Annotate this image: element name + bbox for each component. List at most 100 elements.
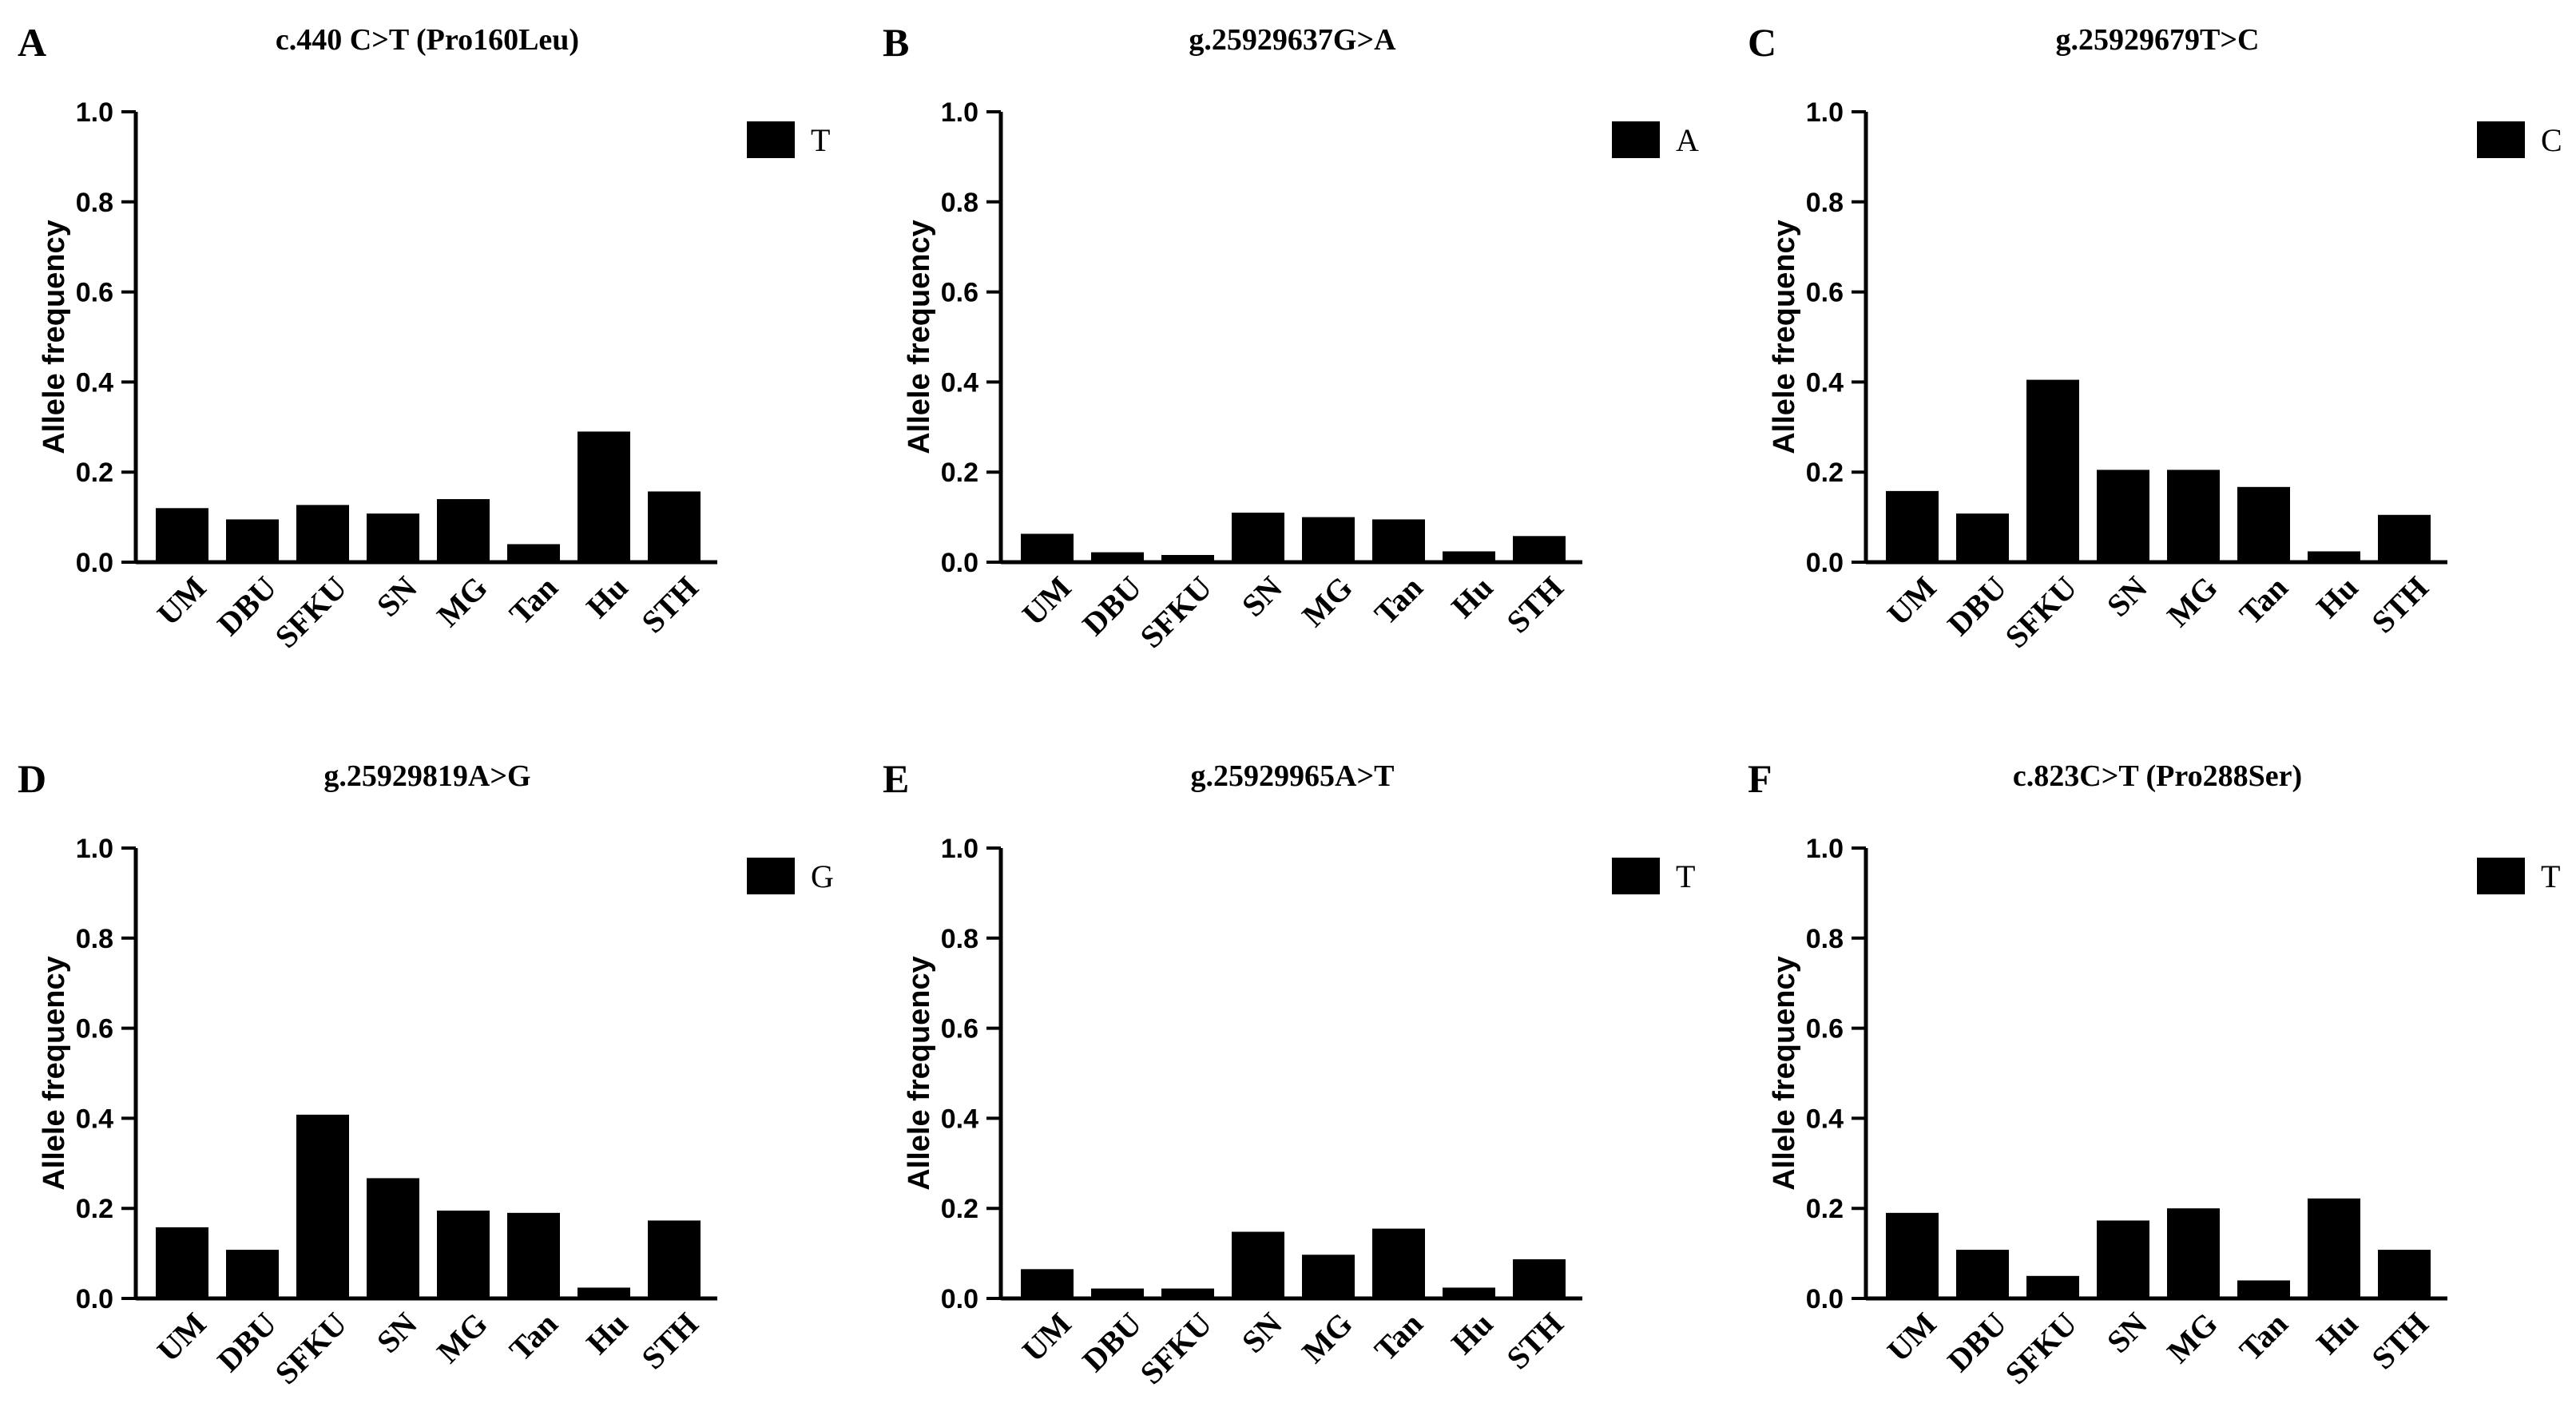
bar-sfku xyxy=(2026,379,2079,562)
x-tick-label: SN xyxy=(1235,569,1289,624)
bar-tan xyxy=(507,1212,560,1298)
x-tick-label: Tan xyxy=(2233,1306,2295,1368)
bar-sth xyxy=(1513,536,1566,562)
legend-label: T xyxy=(1676,858,1695,894)
y-axis-title: Allele frequency xyxy=(1768,220,1801,454)
bar-hu xyxy=(2308,551,2360,562)
x-tick-label: UM xyxy=(150,569,213,632)
bar-um xyxy=(1886,490,1939,562)
bar-sn xyxy=(367,513,419,562)
bar-mg xyxy=(1302,1255,1355,1298)
y-tick-label: 0.8 xyxy=(1806,924,1844,954)
bar-mg xyxy=(437,1211,490,1298)
bar-tan xyxy=(2237,1280,2290,1298)
legend-label: A xyxy=(1676,122,1699,158)
y-tick-label: 0.2 xyxy=(941,1194,978,1224)
x-tick-label: MG xyxy=(2160,1306,2225,1370)
legend-label: T xyxy=(811,122,830,158)
bar-sn xyxy=(1232,1231,1284,1298)
x-tick-label: SFKU xyxy=(1998,1306,2083,1391)
bar-sn xyxy=(2097,1220,2149,1298)
y-tick-label: 0.4 xyxy=(941,1104,978,1134)
y-tick-label: 0.8 xyxy=(941,924,978,954)
bar-hu xyxy=(578,431,630,562)
bar-dbu xyxy=(1091,552,1144,562)
bar-mg xyxy=(2167,1208,2220,1298)
panel-letter: A xyxy=(18,20,46,65)
panel-letter: B xyxy=(883,20,909,65)
y-tick-label: 0.6 xyxy=(941,278,978,308)
y-tick-label: 0.6 xyxy=(1806,278,1844,308)
legend-swatch xyxy=(2477,121,2525,158)
x-tick-label: UM xyxy=(1015,569,1078,632)
y-tick-label: 0.8 xyxy=(941,188,978,218)
x-tick-label: UM xyxy=(1880,1306,1943,1369)
x-tick-label: Hu xyxy=(579,1306,635,1362)
bar-tan xyxy=(2237,486,2290,562)
panel-letter: D xyxy=(18,756,46,801)
bar-hu xyxy=(2308,1198,2360,1298)
bar-um xyxy=(1021,1269,1074,1298)
bar-dbu xyxy=(1956,513,2009,562)
x-tick-label: STH xyxy=(1499,1306,1570,1376)
y-tick-label: 1.0 xyxy=(941,834,978,864)
y-tick-label: 1.0 xyxy=(76,97,113,128)
legend-label: T xyxy=(2541,858,2560,894)
x-tick-label: Tan xyxy=(1367,1306,1430,1368)
x-tick-label: Tan xyxy=(1367,569,1430,632)
y-tick-label: 0.8 xyxy=(76,188,113,218)
legend-swatch xyxy=(1612,121,1660,158)
x-tick-label: SN xyxy=(370,1306,424,1360)
bar-tan xyxy=(1372,519,1425,562)
y-axis-title: Allele frequency xyxy=(903,220,936,454)
y-tick-label: 0.0 xyxy=(1806,1284,1844,1314)
x-tick-label: SN xyxy=(370,569,424,624)
bar-sth xyxy=(648,491,701,562)
bar-sfku xyxy=(1161,1288,1214,1298)
x-tick-label: Tan xyxy=(502,569,565,632)
y-axis-title: Allele frequency xyxy=(38,956,71,1191)
y-tick-label: 0.4 xyxy=(76,1104,113,1134)
chart-title: g.25929819A>G xyxy=(323,759,530,793)
legend-label: C xyxy=(2541,122,2562,158)
x-tick-label: SN xyxy=(2100,569,2154,624)
x-tick-label: Tan xyxy=(2233,569,2295,632)
bar-um xyxy=(1021,533,1074,562)
y-axis-title: Allele frequency xyxy=(903,956,936,1191)
y-tick-label: 0.4 xyxy=(1806,367,1844,398)
x-tick-label: Hu xyxy=(2309,569,2365,625)
y-tick-label: 1.0 xyxy=(1806,834,1844,864)
bar-tan xyxy=(507,544,560,562)
bar-mg xyxy=(1302,517,1355,562)
x-tick-label: STH xyxy=(2364,569,2435,640)
y-tick-label: 0.2 xyxy=(76,1194,113,1224)
bar-sn xyxy=(2097,470,2149,562)
y-tick-label: 0.6 xyxy=(1806,1014,1844,1044)
bar-sn xyxy=(1232,512,1284,562)
y-tick-label: 0.2 xyxy=(1806,1194,1844,1224)
y-tick-label: 1.0 xyxy=(1806,97,1844,128)
legend-label: G xyxy=(811,858,834,894)
x-tick-label: UM xyxy=(1015,1306,1078,1369)
bar-sfku xyxy=(296,505,349,562)
x-tick-label: STH xyxy=(2364,1306,2435,1376)
x-tick-label: MG xyxy=(1295,1306,1359,1370)
y-tick-label: 0.8 xyxy=(76,924,113,954)
bar-tan xyxy=(1372,1228,1425,1298)
y-tick-label: 0.2 xyxy=(941,458,978,488)
bar-sfku xyxy=(2026,1275,2079,1298)
bar-dbu xyxy=(226,519,279,562)
x-tick-label: SN xyxy=(2100,1306,2154,1360)
bar-um xyxy=(156,1227,208,1298)
x-tick-label: SFKU xyxy=(1133,569,1218,655)
bar-sth xyxy=(2378,1250,2431,1298)
y-tick-label: 0.4 xyxy=(1806,1104,1844,1134)
x-tick-label: Hu xyxy=(1444,569,1500,625)
y-tick-label: 0.2 xyxy=(1806,458,1844,488)
x-tick-label: SFKU xyxy=(1133,1306,1218,1391)
bar-sfku xyxy=(296,1114,349,1298)
chart-title: g.25929679T>C xyxy=(2056,23,2260,57)
